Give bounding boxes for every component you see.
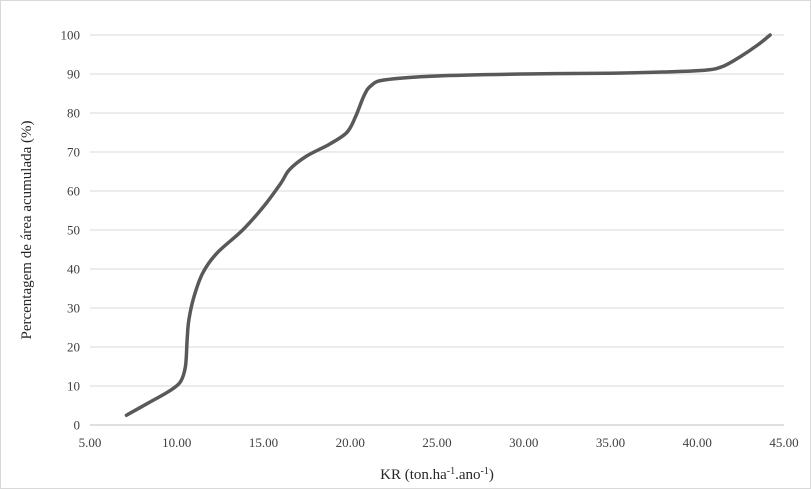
y-tick-label: 20 [67,340,80,355]
gridlines [90,34,784,426]
x-tick-label: 10.00 [162,435,191,450]
x-axis-title: KR (ton.ha-1.ano-1) [380,466,494,484]
y-tick-label: 90 [67,67,80,82]
y-tick-label: 100 [61,28,81,43]
y-tick-label: 80 [67,106,80,121]
x-tick-label: 20.00 [336,435,365,450]
x-tick-label: 40.00 [683,435,712,450]
x-axis-title-text: ) [489,467,494,483]
x-axis-title-text: .ano [455,467,480,483]
y-tick-label: 0 [74,418,81,433]
x-tick-label: 25.00 [422,435,451,450]
x-axis-title-text: KR (ton.ha [380,467,447,483]
y-tick-label: 30 [67,301,80,316]
x-axis-tick-labels: 5.00 10.00 15.00 20.00 25.00 30.00 35.00 40.00 4… [79,435,799,450]
series-line [124,33,772,417]
y-tick-label: 40 [67,262,80,277]
x-tick-label: 5.00 [79,435,102,450]
x-tick-label: 35.00 [596,435,625,450]
y-tick-label: 50 [67,223,80,238]
y-tick-label: 10 [67,379,80,394]
y-tick-label: 60 [67,184,80,199]
x-axis-title-superscript: -1 [481,466,489,477]
y-axis-tick-labels: 0 10 20 30 40 50 60 70 80 90 100 [61,28,81,433]
x-tick-label: 45.00 [769,435,798,450]
y-tick-label: 70 [67,145,80,160]
x-tick-label: 15.00 [249,435,278,450]
y-axis-title: Percentagem de área acumulada (%) [19,120,35,339]
x-axis-title-superscript: -1 [447,466,455,477]
x-tick-label: 30.00 [509,435,538,450]
